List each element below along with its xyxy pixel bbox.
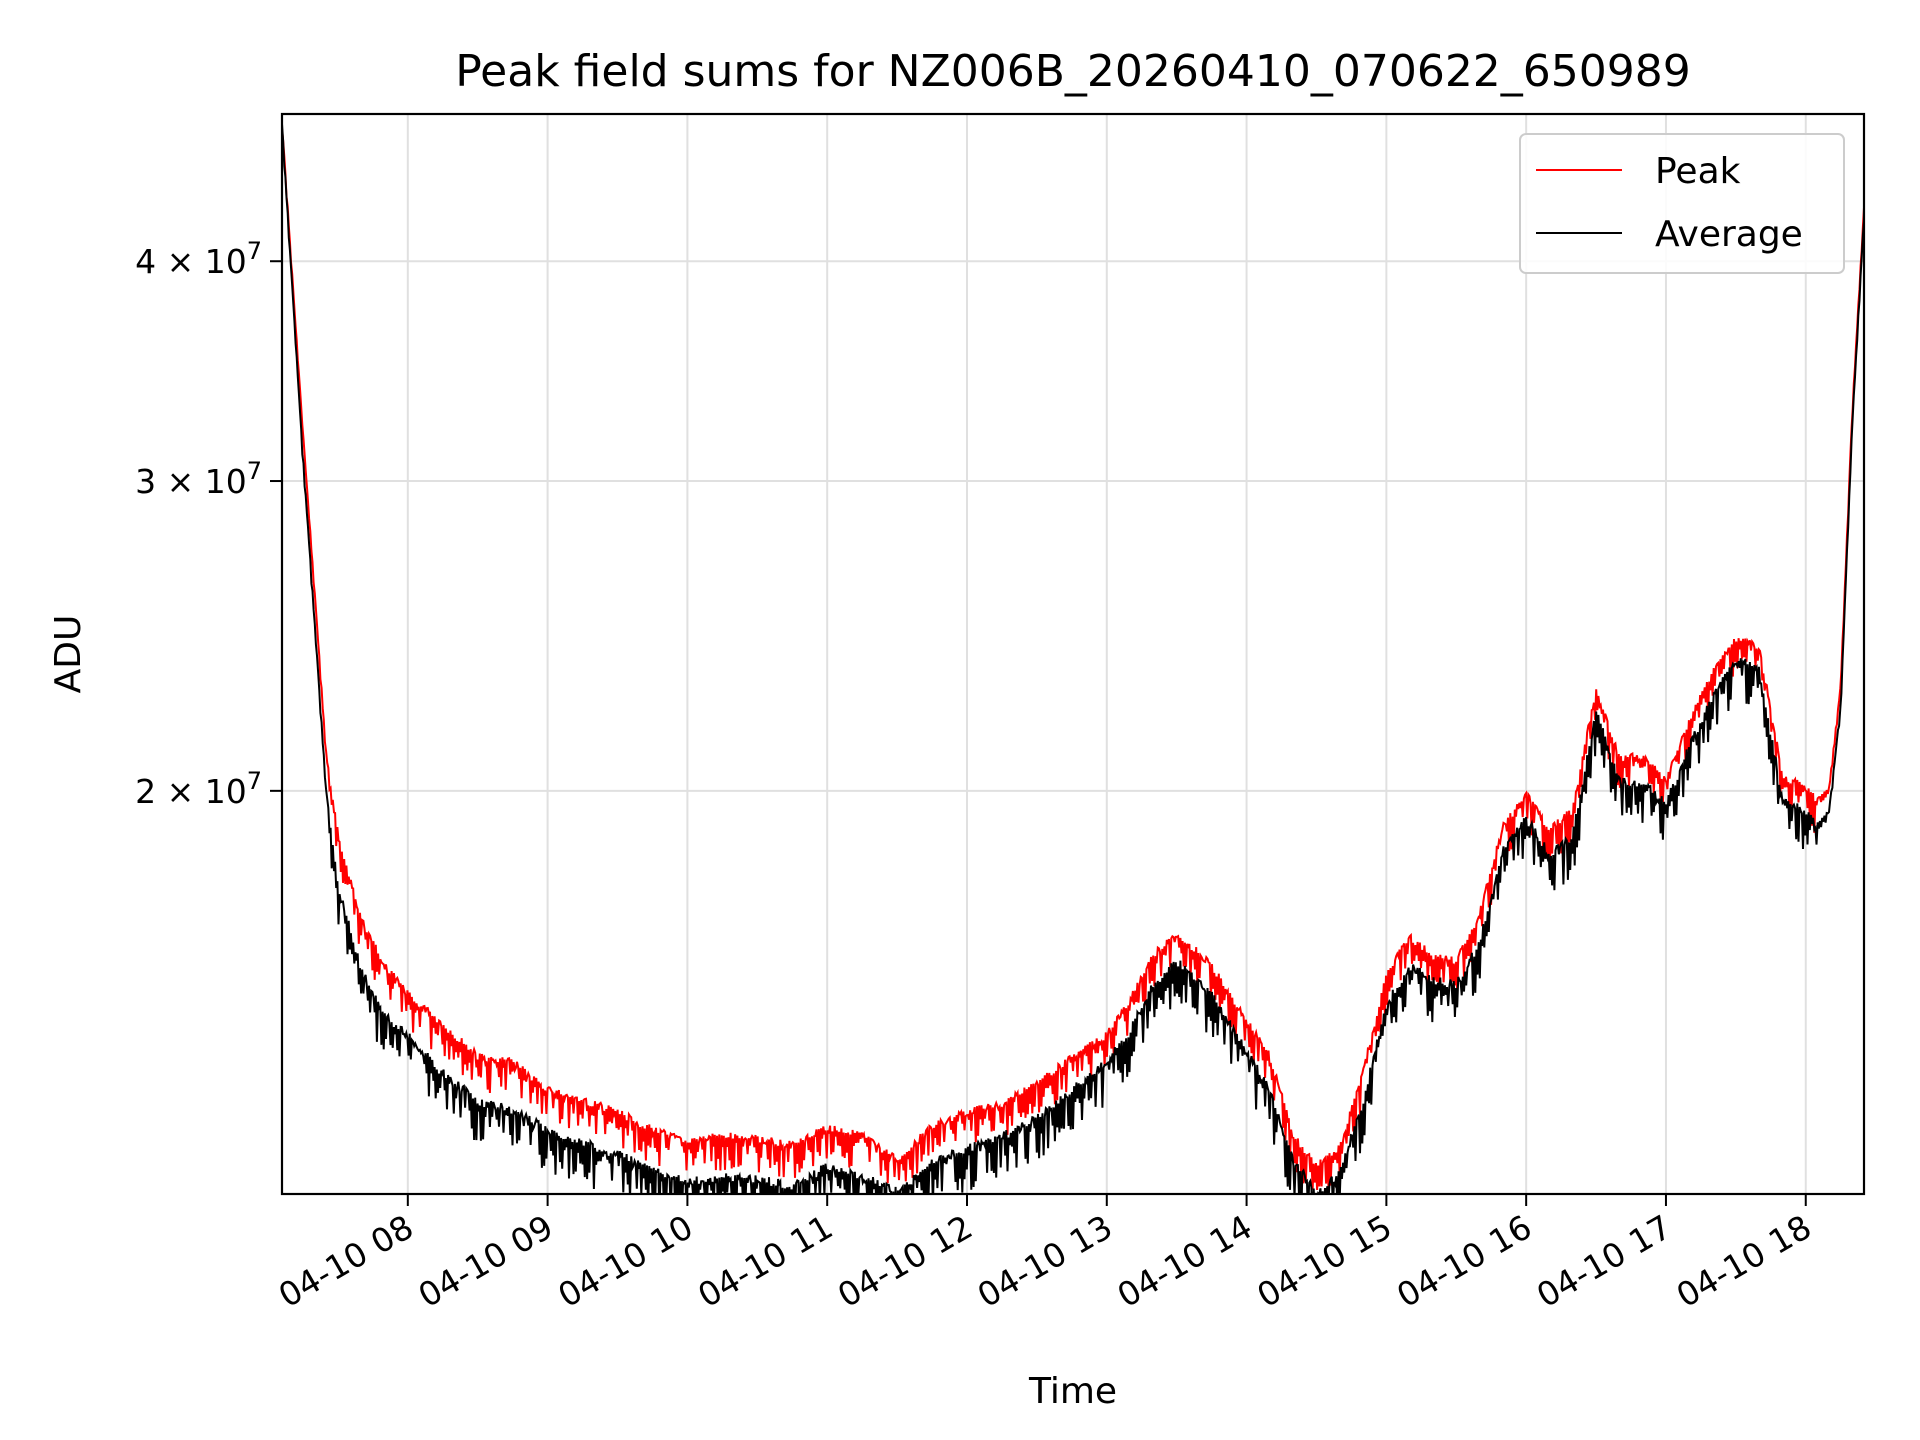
y-tick-label: 3 × 107: [135, 457, 262, 501]
legend-label-average: Average: [1655, 214, 1803, 255]
x-axis-label: Time: [1028, 1371, 1117, 1412]
x-tick-label: 04-10 13: [971, 1207, 1119, 1315]
x-gridlines: [406, 114, 1807, 1194]
y-tick-label: 2 × 107: [135, 767, 262, 811]
x-tick-label: 04-10 08: [272, 1207, 420, 1315]
plot-frame: [280, 112, 1866, 1196]
y-axis-label: ADU: [48, 615, 89, 694]
x-tick-label: 04-10 09: [412, 1207, 560, 1315]
x-tick-label: 04-10 15: [1250, 1207, 1398, 1315]
x-tick-label: 04-10 18: [1670, 1207, 1818, 1315]
series-line-peak: [282, 128, 1864, 1191]
legend-box: [1519, 133, 1845, 274]
series-line-average: [282, 124, 1864, 1194]
x-tick-label: 04-10 17: [1530, 1207, 1678, 1315]
plot-background: [282, 114, 1864, 1194]
x-tick-label: 04-10 14: [1111, 1207, 1259, 1315]
legend: Peak Average: [1519, 133, 1845, 274]
x-tick-label: 04-10 16: [1390, 1207, 1538, 1315]
x-tick-label: 04-10 11: [691, 1207, 839, 1315]
x-tick-label: 04-10 12: [831, 1207, 979, 1315]
chart-title: Peak field sums for NZ006B_20260410_0706…: [455, 46, 1691, 97]
y-axis: 2 × 107 3 × 107 4 × 107: [135, 237, 282, 811]
y-tick-label: 4 × 107: [135, 237, 262, 281]
legend-label-peak: Peak: [1655, 151, 1741, 192]
x-tick-label: 04-10 10: [551, 1207, 699, 1315]
